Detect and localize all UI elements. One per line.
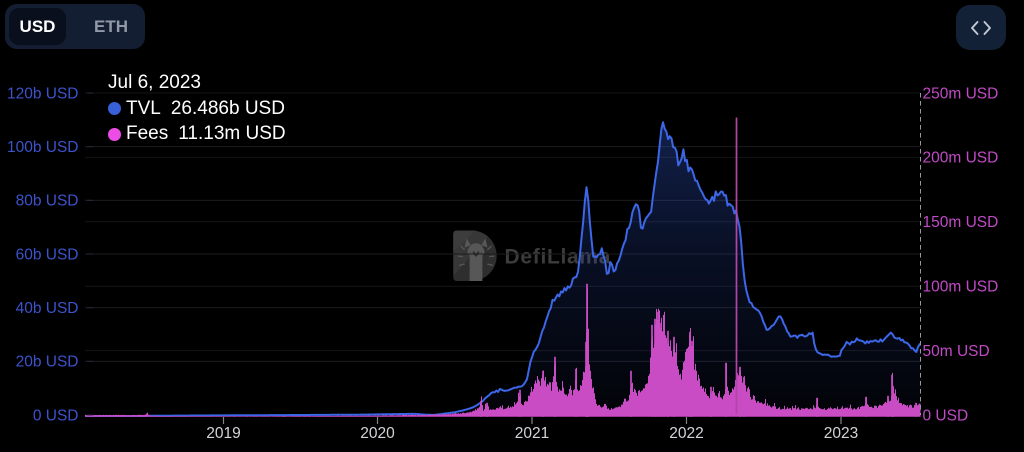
svg-text:2023: 2023 [824, 425, 858, 442]
svg-text:20b USD: 20b USD [16, 354, 79, 371]
svg-text:50m USD: 50m USD [923, 343, 990, 360]
svg-text:60b USD: 60b USD [16, 246, 79, 263]
svg-text:100m USD: 100m USD [923, 279, 999, 296]
svg-text:2019: 2019 [206, 425, 240, 442]
svg-text:40b USD: 40b USD [16, 300, 79, 317]
svg-text:0 USD: 0 USD [923, 407, 969, 424]
svg-text:2022: 2022 [669, 425, 703, 442]
svg-text:2020: 2020 [360, 425, 395, 442]
svg-text:150m USD: 150m USD [923, 214, 999, 231]
svg-text:0 USD: 0 USD [33, 407, 79, 424]
svg-text:2021: 2021 [515, 425, 549, 442]
svg-text:200m USD: 200m USD [923, 150, 999, 167]
svg-text:100b USD: 100b USD [7, 139, 79, 156]
svg-text:250m USD: 250m USD [923, 85, 999, 102]
svg-text:120b USD: 120b USD [7, 85, 79, 102]
svg-text:80b USD: 80b USD [16, 193, 79, 210]
